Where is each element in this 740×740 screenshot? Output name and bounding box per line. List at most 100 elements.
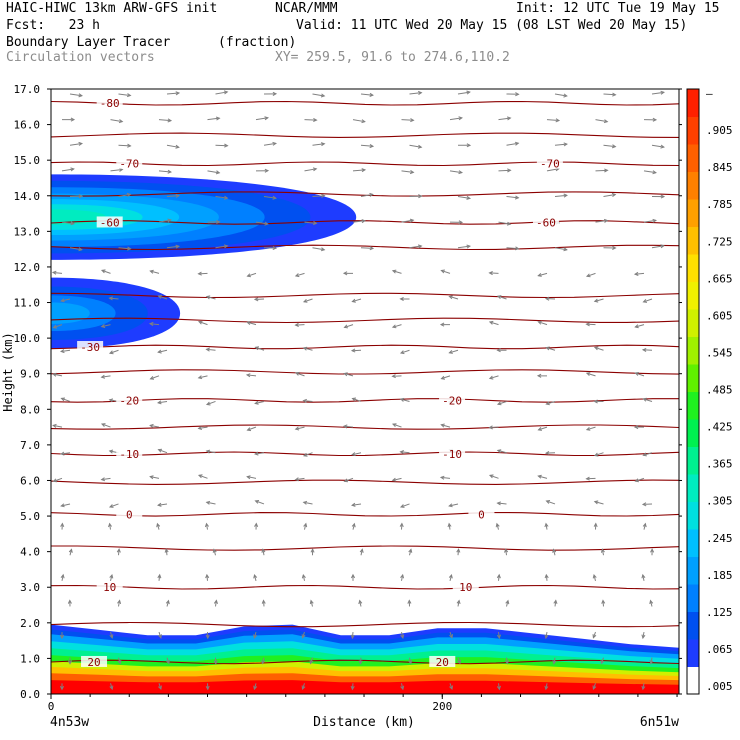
circulation-vector <box>301 683 306 691</box>
circulation-vector <box>593 346 604 351</box>
temperature-contour-line <box>51 344 679 350</box>
colorbar-swatch <box>687 254 699 282</box>
temperature-contours <box>51 100 679 665</box>
circulation-vector <box>554 193 568 198</box>
colorbar-label: .845 <box>706 161 733 174</box>
vector-head <box>78 141 84 146</box>
circulation-vector <box>69 247 83 252</box>
circulation-vector <box>391 324 402 329</box>
vector-shaft <box>344 477 354 482</box>
vector-head <box>585 372 591 376</box>
vector-head <box>108 449 114 454</box>
vector-shaft <box>449 295 459 300</box>
circulation-vector <box>457 90 471 95</box>
vector-shaft <box>352 298 362 303</box>
vector-head <box>272 91 278 96</box>
vector-head <box>660 144 665 149</box>
vector-head <box>496 634 501 640</box>
vector-head <box>320 93 326 98</box>
vector-head <box>60 573 65 579</box>
vector-shaft <box>457 195 470 199</box>
circulation-vector <box>261 599 266 607</box>
circulation-vector <box>544 631 549 640</box>
y-tick-label: 9.0 <box>20 368 40 381</box>
vector-head <box>342 271 348 276</box>
vector-head <box>504 660 509 665</box>
vector-shaft <box>554 194 567 197</box>
contour-label-bg <box>116 157 143 169</box>
circulation-vector <box>504 657 509 665</box>
circulation-vector <box>498 221 512 226</box>
circulation-vector <box>100 324 111 328</box>
circulation-vector <box>215 143 229 148</box>
vector-head <box>400 573 405 579</box>
temperature-contour-line <box>51 244 679 251</box>
circulation-vector <box>641 573 646 581</box>
circulation-vector <box>343 372 354 377</box>
vector-head <box>157 400 162 405</box>
vector-shaft <box>360 193 373 197</box>
circulation-vector <box>401 118 415 123</box>
vector-head <box>593 452 599 457</box>
colorbar-label: .725 <box>706 235 733 248</box>
vector-head <box>343 478 349 483</box>
circulation-vector <box>496 295 507 300</box>
vector-head <box>361 119 366 124</box>
circulation-vector <box>263 246 278 251</box>
circulation-vector <box>253 573 258 581</box>
circulation-vector <box>552 657 557 665</box>
vector-head <box>127 143 132 148</box>
circulation-vector <box>496 683 501 691</box>
circulation-vector <box>554 93 568 98</box>
circulation-vector <box>246 272 257 278</box>
temperature-contour-line <box>51 161 679 167</box>
vector-head <box>399 450 404 455</box>
circulation-vector <box>409 194 423 199</box>
vector-shaft <box>69 93 82 97</box>
circulation-vector <box>352 119 366 124</box>
circulation-vector <box>215 195 229 200</box>
circulation-vector <box>642 397 653 402</box>
vector-shaft <box>546 500 556 505</box>
colorbar-swatch <box>687 556 699 585</box>
vector-shaft <box>150 476 160 479</box>
vector-head <box>100 477 106 482</box>
vector-head <box>254 451 259 456</box>
circulation-vector <box>642 522 647 530</box>
vector-shaft <box>586 272 596 277</box>
circulation-vector <box>651 144 665 149</box>
vector-shaft <box>263 142 276 146</box>
y-tick-label: 17.0 <box>14 83 41 96</box>
vector-head <box>254 400 259 405</box>
contour-label-bg <box>439 394 466 406</box>
vector-shaft <box>166 144 179 148</box>
vector-head <box>612 92 617 97</box>
circulation-vector <box>633 271 645 276</box>
contour-labels: 20 20 10 10 0 0 -10 -10 -20 -20 -30 -60 -60 -70 -70 -80 <box>77 97 563 669</box>
vector-head <box>642 397 647 402</box>
vector-head <box>604 168 609 173</box>
circulation-vector <box>641 347 653 352</box>
vector-head <box>399 504 405 508</box>
circulation-vector <box>213 657 218 665</box>
contour-label-group: 0 <box>116 508 143 521</box>
circulation-vector <box>351 522 356 530</box>
vector-shaft <box>344 373 354 377</box>
vector-head <box>157 349 162 354</box>
circulation-vector <box>108 522 113 530</box>
contour-label: 0 <box>126 508 133 521</box>
contour-label: 20 <box>87 656 100 669</box>
vector-shaft <box>497 502 507 505</box>
vector-head <box>641 347 647 352</box>
circulation-vector <box>593 500 604 505</box>
circulation-vector <box>400 573 405 581</box>
vector-head <box>592 634 597 639</box>
circulation-vector <box>118 246 132 251</box>
circulation-vector <box>643 218 658 223</box>
vector-head <box>342 424 348 429</box>
vector-head <box>660 244 665 249</box>
circulation-vector <box>207 219 221 224</box>
vector-head <box>448 350 453 354</box>
circulation-vector <box>544 573 549 581</box>
vector-head <box>261 599 266 604</box>
